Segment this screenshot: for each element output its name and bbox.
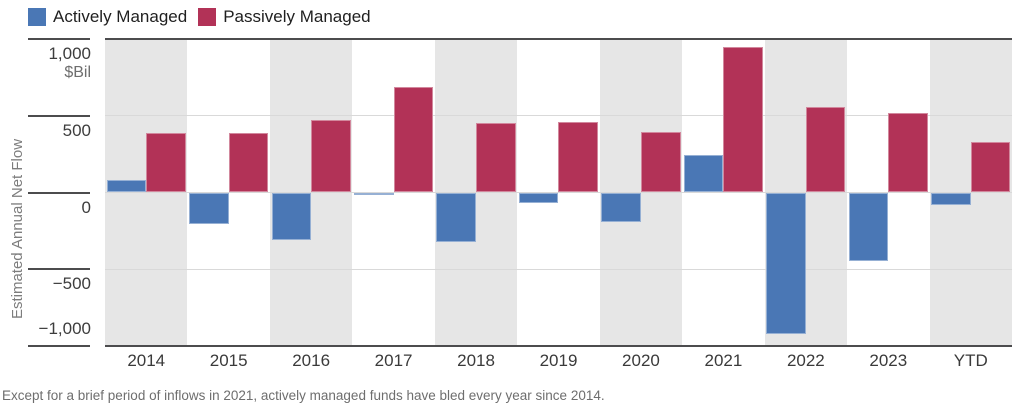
legend: Actively Managed Passively Managed: [28, 7, 371, 27]
y-tick-line--500: [28, 268, 90, 271]
bar-passive-2022: [805, 107, 846, 193]
plot-bottom-border: [105, 345, 1012, 347]
y-tick-label-1000: 1,000: [48, 44, 91, 63]
gridline-500: [105, 115, 1012, 117]
gridline--500: [105, 268, 1012, 270]
passive-swatch-icon: [198, 8, 217, 26]
bar-passive-2021: [723, 46, 763, 193]
y-tick-label--1000: −1,000: [38, 319, 91, 338]
bar-passive-2016: [311, 120, 351, 193]
bar-active-2022: [766, 192, 806, 335]
x-tick-label-2016: 2016: [292, 351, 331, 370]
active-swatch-icon: [28, 8, 46, 26]
x-tick-label-2019: 2019: [539, 351, 578, 370]
bar-passive-2020: [640, 131, 681, 193]
y-tick-line-0: [28, 191, 90, 194]
bar-active-2019: [518, 192, 559, 204]
footnote: Except for a brief period of inflows in …: [2, 388, 605, 403]
legend-label-active: Actively Managed: [53, 7, 188, 26]
y-tick-line-500: [28, 114, 90, 117]
y-axis-unit: $Bil: [64, 64, 91, 81]
bar-passive-2023: [888, 112, 928, 193]
y-tick-label--500: −500: [52, 274, 91, 294]
bar-active-2018: [436, 192, 477, 243]
x-tick-label-2014: 2014: [127, 351, 166, 370]
x-tick-label-2023: 2023: [869, 351, 908, 370]
x-tick-label-2022: 2022: [786, 351, 825, 370]
y-tick-label-0: 0: [81, 197, 91, 217]
x-tick-label-2018: 2018: [457, 351, 495, 370]
y-axis-title: Estimated Annual Net Flow: [9, 138, 26, 320]
legend-item-passive: Passively Managed: [198, 7, 371, 27]
y-tick-line-1000: [28, 38, 90, 40]
y-tick-label-500: 500: [62, 120, 91, 140]
bar-passive-2018: [476, 122, 516, 193]
bar-passive-2014: [146, 132, 186, 193]
bar-active-2017: [354, 192, 394, 195]
bar-active-2020: [601, 192, 641, 222]
legend-item-active: Actively Managed: [28, 7, 187, 27]
bar-active-2014: [106, 180, 147, 193]
bar-active-2021: [683, 154, 724, 193]
x-axis-labels: 2014 2015 2016 2017 2018 2019 2020 2021 2022 2023…: [105, 351, 1012, 371]
bar-passive-2015: [228, 132, 269, 193]
x-tick-label-ytd: YTD: [953, 351, 988, 370]
bar-active-2016: [271, 192, 312, 241]
bar-active-ytd: [931, 192, 971, 205]
plot-top-border: [105, 38, 1012, 40]
x-tick-label-2017: 2017: [374, 351, 413, 370]
x-tick-label-2020: 2020: [622, 351, 660, 370]
plot-area: [105, 38, 1012, 347]
bar-active-2015: [189, 192, 229, 224]
gridline-0: [105, 192, 1012, 193]
bar-passive-ytd: [970, 141, 1011, 193]
legend-label-passive: Passively Managed: [223, 7, 371, 26]
y-tick-line--1000: [28, 345, 90, 347]
bar-active-2023: [848, 192, 889, 261]
x-tick-label-2021: 2021: [704, 351, 743, 370]
bar-passive-2019: [558, 121, 599, 193]
x-tick-label-2015: 2015: [209, 351, 248, 370]
bar-passive-2017: [393, 86, 434, 193]
